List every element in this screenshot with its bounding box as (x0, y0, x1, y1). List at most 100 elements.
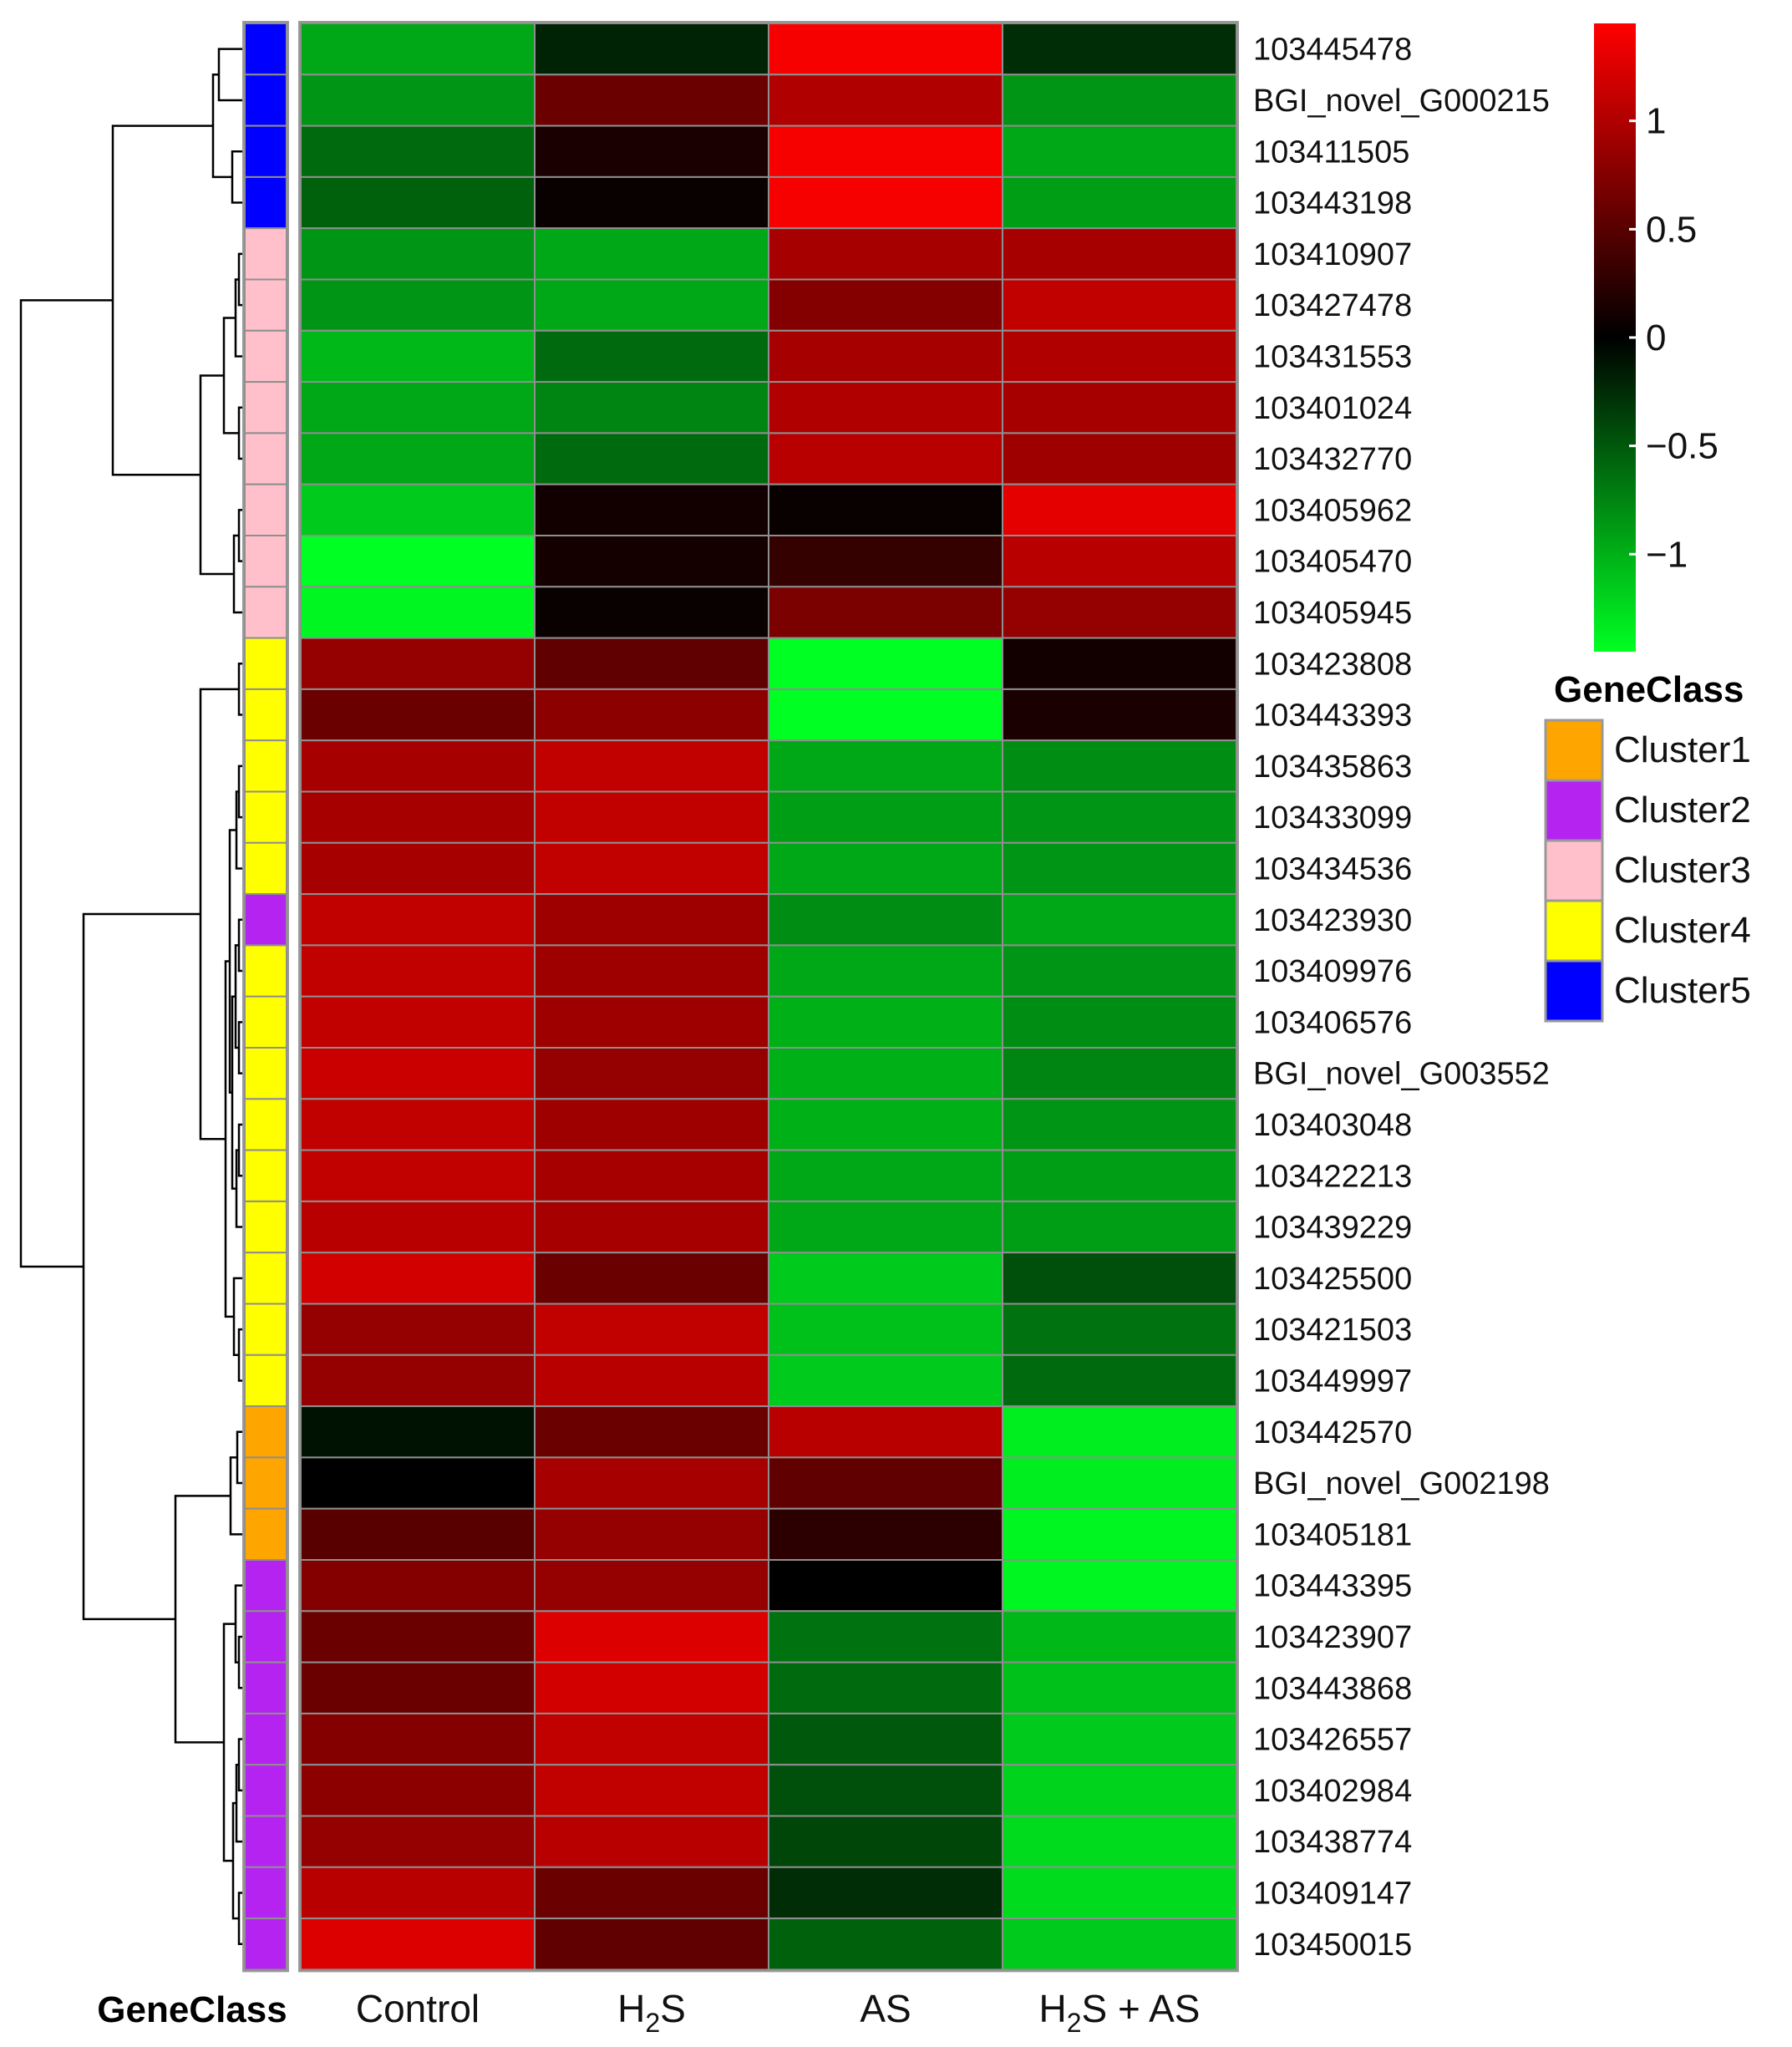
legend-label: Cluster4 (1614, 910, 1751, 951)
gene-class-cell (244, 535, 287, 588)
column-label: H2S (617, 1987, 686, 2038)
heatmap-cell (1002, 1610, 1237, 1664)
heatmap-cell (1002, 995, 1237, 1049)
heatmap-cell (1002, 688, 1237, 742)
heatmap-cell (768, 432, 1003, 485)
heatmap-cell (534, 432, 769, 485)
gene-class-cell (244, 893, 287, 947)
heatmap-cell (1002, 483, 1237, 537)
heatmap-cell (300, 944, 536, 998)
heatmap-cell (300, 1149, 536, 1202)
heatmap-cell (1002, 637, 1237, 690)
heatmap-cell (1002, 381, 1237, 434)
gene-class-cell (244, 1303, 287, 1356)
heatmap-cell (1002, 1456, 1237, 1510)
heatmap-cell (1002, 74, 1237, 127)
column-label: H2S + AS (1039, 1987, 1201, 2038)
heatmap-cell (1002, 586, 1237, 639)
dendrogram-branch (111, 124, 213, 476)
heatmap-cell (768, 483, 1003, 537)
row-label: 103406576 (1253, 1005, 1412, 1040)
row-label: 103410907 (1253, 237, 1412, 272)
row-label: 103443395 (1253, 1569, 1412, 1604)
colorbar-tick-label: 1 (1646, 101, 1666, 142)
row-label: 103421503 (1253, 1313, 1412, 1348)
heatmap-cell (534, 1303, 769, 1356)
heatmap-grid (298, 21, 1239, 1973)
heatmap-cell (768, 124, 1003, 178)
gene-class-cell (244, 1252, 287, 1305)
heatmap-cell (534, 995, 769, 1049)
gene-class-cell (244, 1047, 287, 1100)
heatmap-cell (768, 995, 1003, 1049)
legend-swatch (1544, 839, 1604, 902)
heatmap-cell (768, 688, 1003, 742)
row-label: BGI_novel_G000215 (1253, 84, 1550, 119)
gene-class-cell (244, 1917, 287, 1971)
colorbar-ticks: 1 0.5 0 −0.5 −1 (1629, 101, 1718, 575)
heatmap-cell (768, 1661, 1003, 1714)
heatmap-cell (300, 1559, 536, 1613)
gene-class-cell (244, 1610, 287, 1664)
heatmap-cell (1002, 124, 1237, 178)
gene-class-cell (244, 175, 287, 230)
heatmap-cell (768, 586, 1003, 639)
gene-class-cell (244, 739, 287, 793)
dendrogram-branch (237, 918, 242, 973)
heatmap-cell (534, 124, 769, 178)
heatmap-cell (534, 1200, 769, 1254)
dendrogram-branch (231, 150, 242, 204)
heatmap-cell (768, 1303, 1003, 1356)
row-label: 103443198 (1253, 186, 1412, 221)
heatmap-cell (534, 1507, 769, 1561)
legend-label: Cluster1 (1614, 729, 1751, 770)
heatmap-cell (768, 1764, 1003, 1817)
heatmap-cell (300, 688, 536, 742)
heatmap-cell (534, 483, 769, 537)
dendrogram-branch (237, 252, 242, 307)
gene-class-cell (244, 1866, 287, 1920)
gene-class-cell (244, 1764, 287, 1817)
legend-label: Cluster5 (1614, 970, 1751, 1011)
heatmap-cell (1002, 1507, 1237, 1561)
heatmap-cell (534, 1047, 769, 1100)
gene-class-cell (244, 1712, 287, 1766)
dendrogram-branch (19, 299, 113, 1268)
heatmap-cell (768, 637, 1003, 690)
heatmap-cell (768, 739, 1003, 793)
heatmap-cell (534, 790, 769, 844)
gene-class-cell (244, 1456, 287, 1510)
heatmap-cell (300, 739, 536, 793)
gene-class-cell (244, 1559, 287, 1613)
colorbar-tick-label: −0.5 (1646, 426, 1718, 467)
heatmap-cell (300, 23, 536, 76)
row-label: 103443868 (1253, 1671, 1412, 1706)
gene-class-cell (244, 483, 287, 537)
legend-swatch (1544, 779, 1604, 842)
heatmap-cell (768, 329, 1003, 383)
row-label: 103445478 (1253, 33, 1412, 68)
row-label: 103433099 (1253, 800, 1412, 836)
heatmap-cell (768, 1405, 1003, 1459)
row-label: 103409147 (1253, 1876, 1412, 1911)
colorbar: 1 0.5 0 −0.5 −1 (1594, 23, 1718, 652)
dendrogram-branch (237, 1635, 242, 1689)
heatmap-cell (768, 1507, 1003, 1561)
heatmap-cell (1002, 1917, 1237, 1971)
dendrogram-branch (217, 48, 242, 102)
heatmap-cell (300, 1507, 536, 1561)
heatmap-cell (1002, 1303, 1237, 1356)
gene-class-cell (244, 432, 287, 485)
heatmap-cell (300, 1047, 536, 1100)
heatmap-cell (534, 1098, 769, 1151)
heatmap-cell (768, 1456, 1003, 1510)
heatmap-cell (300, 432, 536, 485)
row-label: 103431553 (1253, 339, 1412, 374)
heatmap-cell (1002, 1047, 1237, 1100)
gene-class-cell (244, 1661, 287, 1714)
heatmap-cell (534, 1559, 769, 1613)
heatmap-cell (300, 1456, 536, 1510)
legend-title: GeneClass (1554, 669, 1744, 710)
heatmap-cell (300, 227, 536, 281)
